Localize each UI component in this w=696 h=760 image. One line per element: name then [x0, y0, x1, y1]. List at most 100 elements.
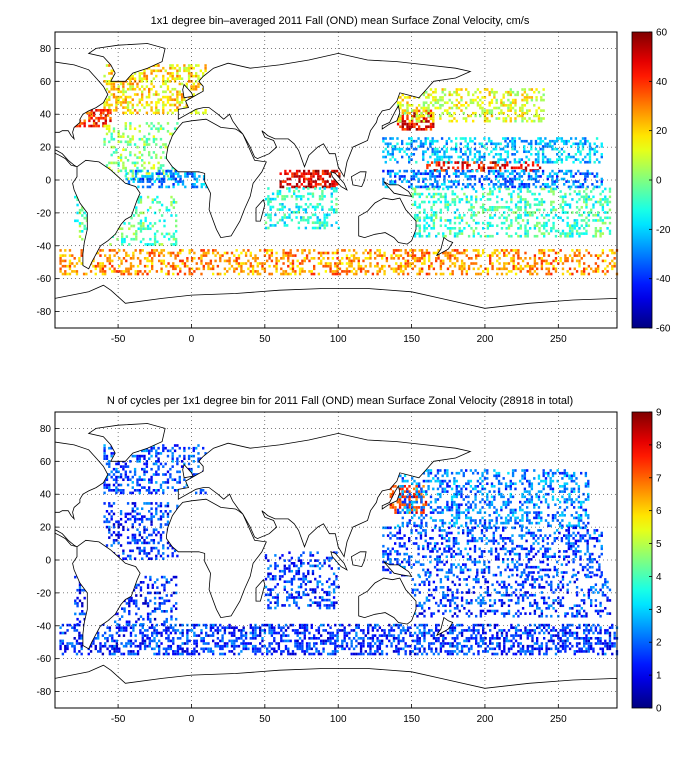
- data-cell: [469, 147, 472, 151]
- data-cell: [446, 208, 450, 212]
- data-cell: [148, 491, 151, 495]
- data-cell: [432, 267, 436, 271]
- data-cell: [473, 137, 477, 140]
- data-cell: [563, 142, 566, 146]
- data-cell: [115, 106, 118, 109]
- data-cell: [499, 147, 502, 151]
- data-cell: [148, 93, 151, 96]
- data-cell: [162, 95, 165, 99]
- data-cell: [192, 85, 195, 88]
- data-cell: [153, 222, 157, 225]
- data-cell: [429, 88, 433, 91]
- data-cell: [418, 270, 421, 273]
- data-cell: [514, 203, 518, 207]
- data-cell: [283, 221, 286, 225]
- data-cell: [497, 111, 501, 115]
- data-cell: [422, 516, 426, 520]
- data-cell: [284, 272, 288, 276]
- data-cell: [401, 93, 404, 97]
- data-cell: [435, 200, 438, 204]
- data-cell: [99, 254, 102, 257]
- data-cell: [433, 150, 437, 154]
- data-cell: [146, 259, 149, 263]
- data-cell: [169, 95, 172, 99]
- data-cell: [129, 257, 133, 260]
- data-cell: [185, 69, 188, 73]
- data-cell: [439, 262, 443, 265]
- data-cell: [143, 77, 146, 81]
- data-cell: [599, 229, 602, 233]
- data-cell: [113, 267, 116, 271]
- data-cell: [408, 185, 411, 189]
- data-cell: [437, 198, 440, 201]
- data-cell: [524, 232, 527, 235]
- data-cell: [119, 153, 123, 157]
- data-cell: [411, 262, 414, 265]
- data-cell: [249, 251, 252, 255]
- data-cell: [509, 106, 512, 110]
- data-cell: [455, 521, 458, 525]
- data-cell: [443, 506, 447, 509]
- data-cell: [526, 234, 529, 238]
- data-cell: [486, 270, 490, 273]
- data-cell: [122, 148, 125, 152]
- data-cell: [411, 503, 414, 507]
- data-cell: [343, 249, 346, 252]
- data-cell: [160, 270, 163, 273]
- data-cell: [325, 213, 329, 217]
- data-cell: [427, 93, 430, 97]
- data-cell: [374, 257, 377, 260]
- data-cell: [441, 88, 444, 91]
- data-cell: [249, 254, 252, 257]
- data-cell: [413, 495, 416, 499]
- data-cell: [165, 264, 168, 268]
- data-cell: [559, 232, 562, 235]
- data-cell: [412, 177, 416, 181]
- data-cell: [268, 254, 271, 257]
- data-cell: [345, 267, 349, 271]
- data-cell: [604, 272, 607, 276]
- data-cell: [422, 177, 425, 181]
- data-cell: [170, 175, 173, 178]
- data-cell: [504, 185, 507, 189]
- data-cell: [550, 187, 553, 191]
- data-cell: [453, 477, 456, 480]
- data-cell: [108, 446, 111, 450]
- data-cell: [118, 257, 121, 260]
- data-cell: [566, 216, 569, 220]
- data-cell: [559, 206, 562, 209]
- data-cell: [97, 124, 100, 128]
- data-cell: [319, 183, 322, 186]
- data-cell: [307, 183, 311, 186]
- data-cell: [422, 93, 426, 97]
- data-cell: [266, 251, 269, 255]
- data-cell: [413, 514, 416, 517]
- data-cell: [355, 251, 358, 255]
- data-cell: [110, 161, 113, 165]
- data-cell: [244, 262, 248, 265]
- data-cell: [317, 175, 320, 178]
- data-cell: [432, 219, 436, 222]
- data-cell: [557, 216, 560, 220]
- data-cell: [418, 219, 421, 222]
- coastline: [182, 83, 194, 99]
- data-cell: [177, 183, 180, 186]
- data-cell: [382, 139, 385, 143]
- data-cell: [406, 506, 409, 509]
- data-cell: [435, 211, 438, 214]
- data-cell: [552, 206, 555, 209]
- data-cell: [529, 203, 532, 207]
- data-cell: [526, 213, 529, 217]
- data-cell: [171, 66, 174, 70]
- data-cell: [256, 257, 259, 260]
- data-cell: [291, 175, 294, 178]
- data-cell: [103, 486, 106, 489]
- data-cell: [141, 486, 144, 489]
- data-cell: [513, 153, 517, 156]
- data-cell: [139, 222, 143, 225]
- data-cell: [177, 172, 180, 176]
- data-cell: [436, 185, 439, 189]
- data-cell: [350, 264, 353, 268]
- data-cell: [89, 270, 93, 273]
- data-cell: [488, 111, 491, 115]
